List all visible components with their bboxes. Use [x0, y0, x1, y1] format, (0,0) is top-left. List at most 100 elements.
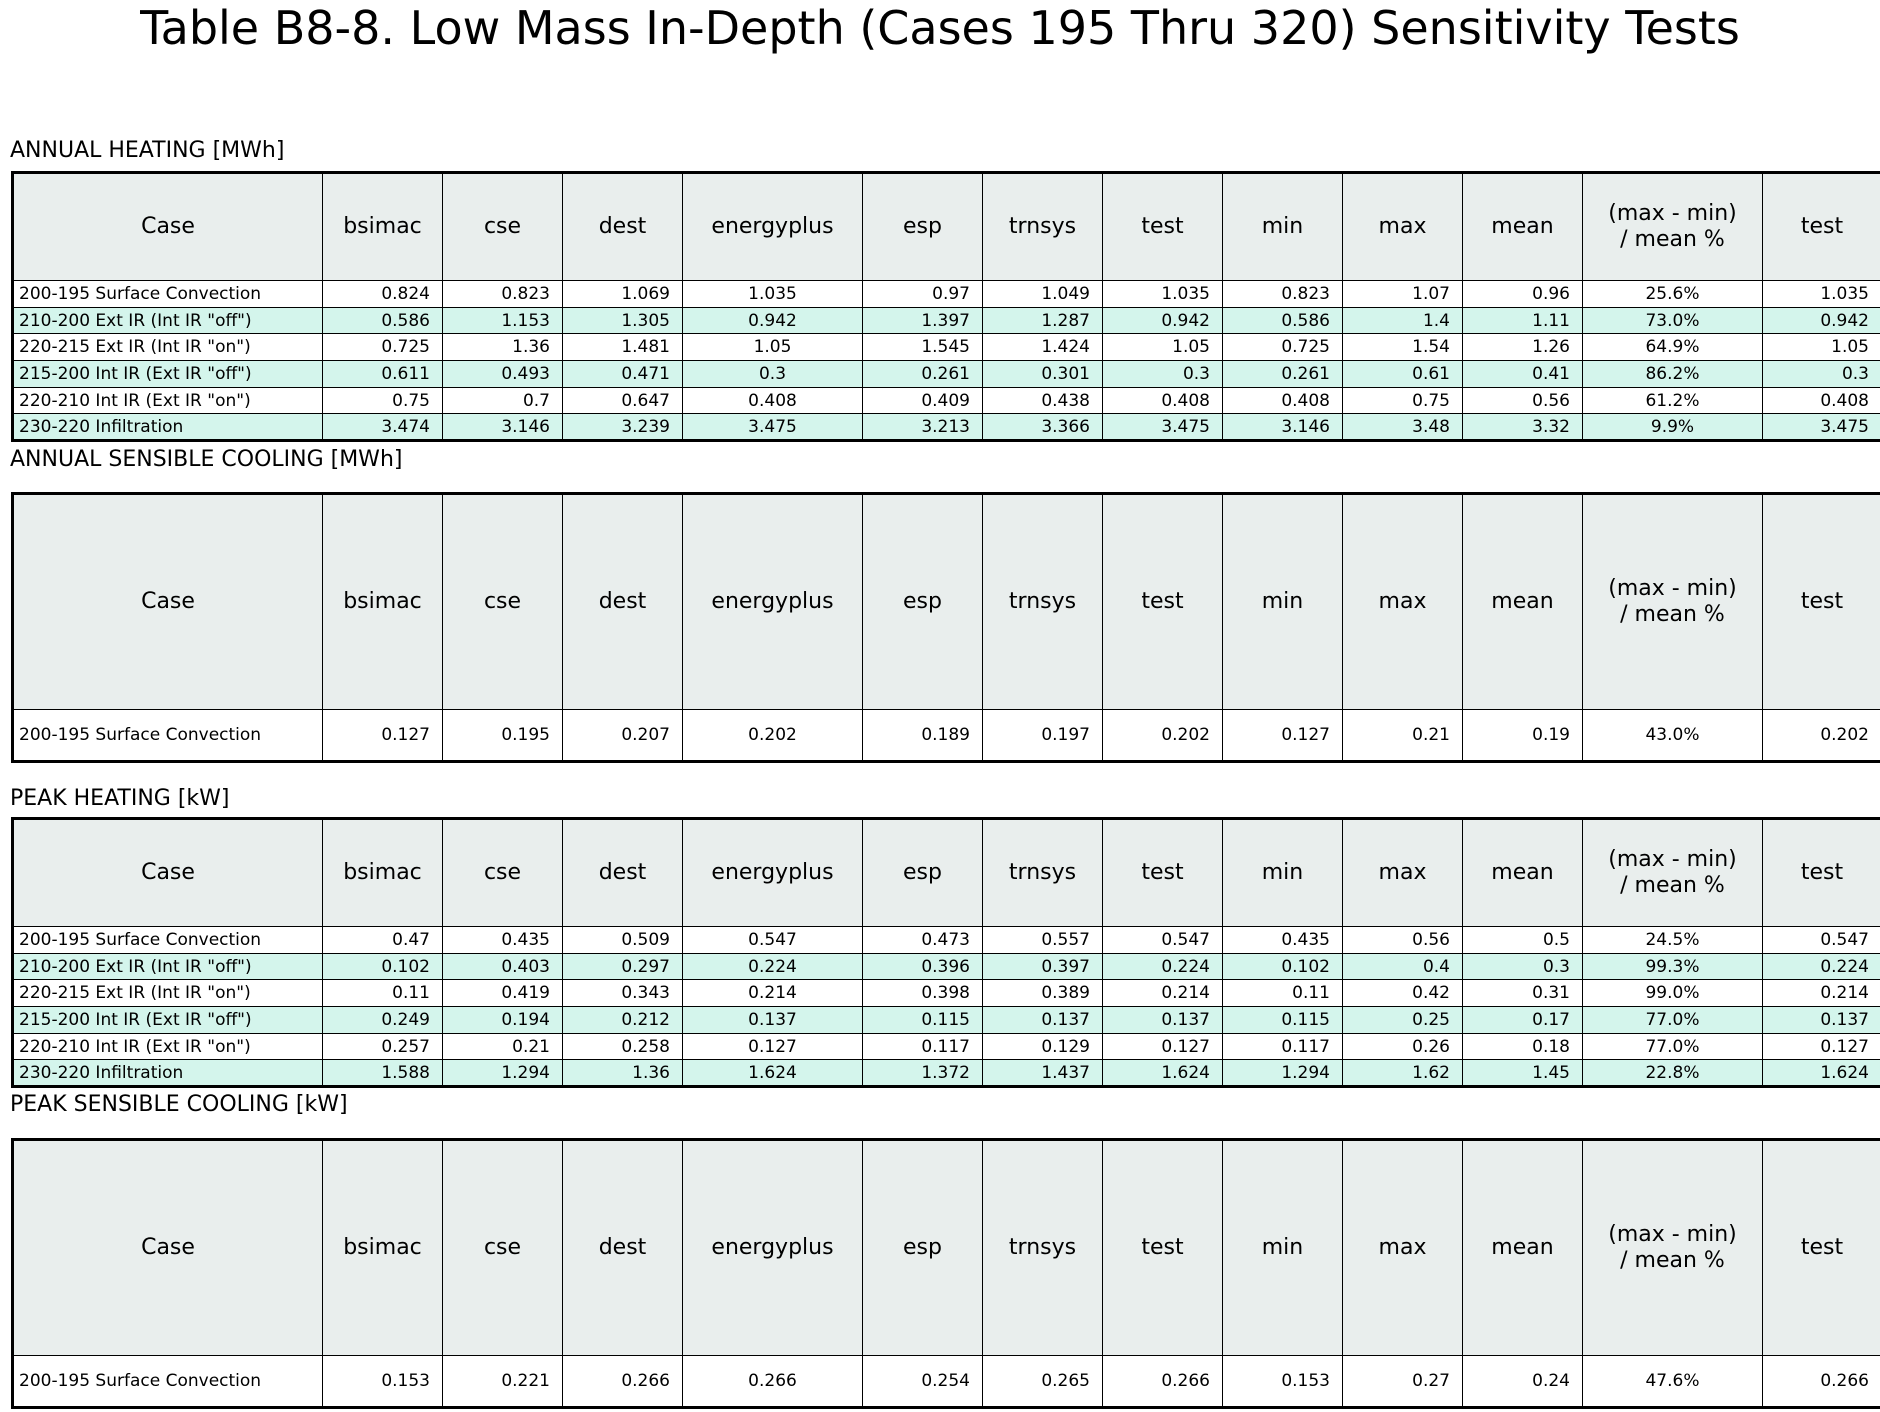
column-header-max-9: max — [1342, 172, 1463, 281]
column-header-esp-5: esp — [862, 818, 983, 927]
value-cell-max-min-mean-11: 86.2% — [1582, 360, 1763, 388]
value-cell-esp-5: 0.473 — [862, 926, 983, 954]
section-label-peak-heating-kw: PEAK HEATING [kW] — [10, 786, 230, 811]
value-cell-max-9: 0.21 — [1342, 709, 1463, 762]
table-row: 200-195 Surface Convection 0.127 0.195 0.20… — [12, 709, 1880, 762]
value-cell-test-7: 1.05 — [1102, 333, 1223, 362]
value-cell-bsimac-1: 0.127 — [322, 709, 443, 762]
column-header-energyplus-4: energyplus — [682, 818, 863, 927]
value-cell-dest-3: 0.212 — [562, 1006, 683, 1034]
value-cell-test-12: 0.137 — [1762, 1006, 1880, 1034]
table-peak-heating-kw: Case bsimac cse dest energyplus esp trnsys test… — [11, 817, 1880, 1089]
value-cell-bsimac-1: 0.725 — [322, 333, 443, 362]
value-cell-dest-3: 0.266 — [562, 1355, 683, 1408]
header-row: Case bsimac cse dest energyplus esp trnsys test… — [12, 1139, 1880, 1356]
value-cell-trnsys-6: 1.424 — [982, 333, 1103, 362]
section-label-annual-sensible-cooling-mwh: ANNUAL SENSIBLE COOLING [MWh] — [10, 447, 403, 472]
table-row: 230-220 Infiltration 3.474 3.146 3.239 3.475… — [12, 413, 1880, 442]
value-cell-trnsys-6: 1.437 — [982, 1059, 1103, 1088]
value-cell-test-12: 0.127 — [1762, 1032, 1880, 1061]
column-header-case-0: Case — [12, 818, 323, 927]
value-cell-test-12: 1.035 — [1762, 280, 1880, 308]
value-cell-test-7: 0.202 — [1102, 709, 1223, 762]
value-cell-test-12: 0.408 — [1762, 386, 1880, 415]
column-header-test-7: test — [1102, 493, 1223, 710]
value-cell-trnsys-6: 0.197 — [982, 709, 1103, 762]
value-cell-max-9: 3.48 — [1342, 413, 1463, 442]
value-cell-max-9: 0.27 — [1342, 1355, 1463, 1408]
value-cell-min-8: 0.127 — [1222, 709, 1343, 762]
value-cell-cse-2: 0.823 — [442, 280, 563, 308]
value-cell-min-8: 0.153 — [1222, 1355, 1343, 1408]
column-header-cse-2: cse — [442, 818, 563, 927]
value-cell-test-7: 1.035 — [1102, 280, 1223, 308]
header-row: Case bsimac cse dest energyplus esp trnsys test… — [12, 172, 1880, 281]
column-header-bsimac-1: bsimac — [322, 1139, 443, 1356]
column-header-max-9: max — [1342, 493, 1463, 710]
value-cell-esp-5: 0.115 — [862, 1006, 983, 1034]
value-cell-bsimac-1: 0.257 — [322, 1032, 443, 1061]
table-annual-sensible-cooling-mwh: Case bsimac cse dest energyplus esp trnsys test… — [11, 492, 1880, 763]
table-row: 220-215 Ext IR (Int IR "on") 0.725 1.36 1.4… — [12, 333, 1880, 362]
value-cell-trnsys-6: 0.129 — [982, 1032, 1103, 1061]
value-cell-esp-5: 1.372 — [862, 1059, 983, 1088]
value-cell-mean-10: 0.18 — [1462, 1032, 1583, 1061]
value-cell-max-9: 1.4 — [1342, 306, 1463, 335]
value-cell-test-7: 0.224 — [1102, 952, 1223, 981]
value-cell-max-min-mean-11: 99.3% — [1582, 952, 1763, 981]
value-cell-cse-2: 1.294 — [442, 1059, 563, 1088]
table-annual-heating-mwh: Case bsimac cse dest energyplus esp trnsys test… — [11, 171, 1880, 443]
value-cell-min-8: 0.261 — [1222, 360, 1343, 388]
header-row: Case bsimac cse dest energyplus esp trnsys test… — [12, 493, 1880, 710]
column-header-esp-5: esp — [862, 1139, 983, 1356]
value-cell-max-9: 0.56 — [1342, 926, 1463, 954]
value-cell-dest-3: 1.481 — [562, 333, 683, 362]
value-cell-max-9: 1.62 — [1342, 1059, 1463, 1088]
value-cell-cse-2: 0.435 — [442, 926, 563, 954]
column-header-mean-10: mean — [1462, 493, 1583, 710]
case-name-cell: 200-195 Surface Convection — [12, 1355, 323, 1408]
value-cell-test-12: 1.624 — [1762, 1059, 1880, 1088]
value-cell-mean-10: 0.5 — [1462, 926, 1583, 954]
value-cell-esp-5: 0.189 — [862, 709, 983, 762]
case-name-cell: 200-195 Surface Convection — [12, 280, 323, 308]
value-cell-max-9: 0.25 — [1342, 1006, 1463, 1034]
column-header-esp-5: esp — [862, 172, 983, 281]
value-cell-cse-2: 1.36 — [442, 333, 563, 362]
column-header-dest-3: dest — [562, 818, 683, 927]
case-name-cell: 215-200 Int IR (Ext IR "off") — [12, 1006, 323, 1034]
column-header-min-8: min — [1222, 493, 1343, 710]
column-header-case-0: Case — [12, 493, 323, 710]
column-header-energyplus-4: energyplus — [682, 172, 863, 281]
column-header-energyplus-4: energyplus — [682, 1139, 863, 1356]
value-cell-test-12: 0.202 — [1762, 709, 1880, 762]
column-header-case-0: Case — [12, 1139, 323, 1356]
value-cell-cse-2: 0.419 — [442, 979, 563, 1008]
value-cell-mean-10: 3.32 — [1462, 413, 1583, 442]
header-row: Case bsimac cse dest energyplus esp trnsys test… — [12, 818, 1880, 927]
column-header-esp-5: esp — [862, 493, 983, 710]
value-cell-bsimac-1: 0.586 — [322, 306, 443, 335]
page-title: Table B8-8. Low Mass In-Depth (Cases 195… — [140, 1, 1740, 55]
value-cell-min-8: 0.102 — [1222, 952, 1343, 981]
value-cell-energyplus-4: 0.3 — [682, 360, 863, 388]
value-cell-mean-10: 0.19 — [1462, 709, 1583, 762]
value-cell-dest-3: 1.069 — [562, 280, 683, 308]
column-header-mean-10: mean — [1462, 818, 1583, 927]
value-cell-trnsys-6: 1.287 — [982, 306, 1103, 335]
value-cell-bsimac-1: 0.47 — [322, 926, 443, 954]
table-row: 230-220 Infiltration 1.588 1.294 1.36 1.624 1… — [12, 1059, 1880, 1088]
value-cell-dest-3: 1.36 — [562, 1059, 683, 1088]
value-cell-test-12: 0.3 — [1762, 360, 1880, 388]
value-cell-bsimac-1: 0.249 — [322, 1006, 443, 1034]
column-header-test-7: test — [1102, 172, 1223, 281]
value-cell-mean-10: 0.96 — [1462, 280, 1583, 308]
value-cell-test-7: 0.942 — [1102, 306, 1223, 335]
value-cell-test-7: 0.214 — [1102, 979, 1223, 1008]
value-cell-cse-2: 0.403 — [442, 952, 563, 981]
value-cell-test-12: 3.475 — [1762, 413, 1880, 442]
section-label-peak-sensible-cooling-kw: PEAK SENSIBLE COOLING [kW] — [10, 1092, 348, 1117]
value-cell-test-12: 0.224 — [1762, 952, 1880, 981]
value-cell-bsimac-1: 1.588 — [322, 1059, 443, 1088]
value-cell-mean-10: 1.26 — [1462, 333, 1583, 362]
